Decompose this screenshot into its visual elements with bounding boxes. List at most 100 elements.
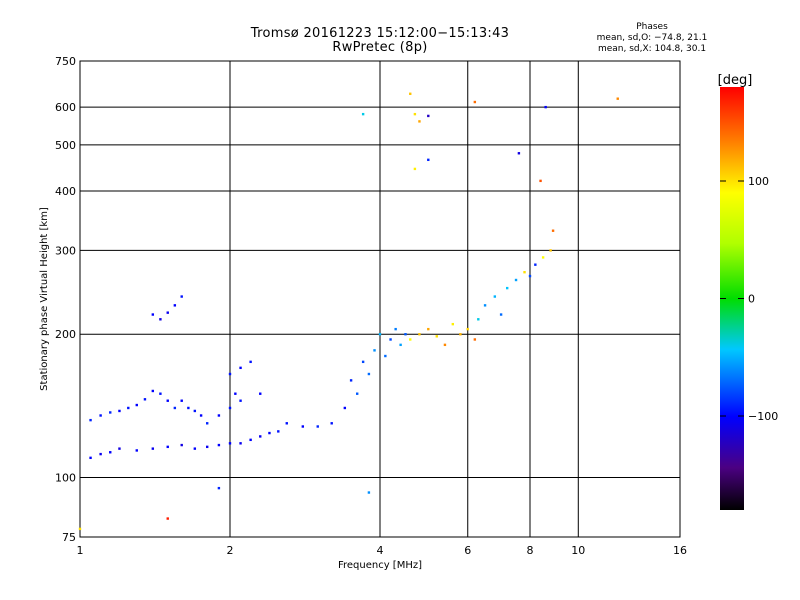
data-point [367,372,371,376]
x-tick-label: 8 [527,544,534,557]
data-point [180,443,183,447]
data-point [409,92,412,95]
phases-heading: Phases [636,22,668,32]
x-tick-label: 10 [571,544,585,557]
data-point [135,403,138,407]
data-point [349,379,353,382]
data-point [180,399,183,402]
data-point [239,442,242,445]
data-point [404,333,407,336]
data-point [180,295,183,298]
data-point [541,256,545,259]
data-point [523,271,526,274]
data-point [473,338,477,341]
chart-subtitle: RwPretec (8p) [332,40,428,55]
data-point [228,442,232,445]
data-point [159,392,162,395]
x-axis-label: Frequency [MHz] [338,560,422,571]
data-point [493,295,497,298]
data-point [301,425,305,428]
data-point [435,335,438,338]
data-point [459,333,462,336]
data-point [127,406,130,410]
data-point [544,105,547,109]
data-point [427,114,430,118]
data-point [473,100,477,104]
data-point [499,313,503,316]
data-point [159,318,162,321]
data-point [418,120,421,123]
phase-colorbar: [deg] 100 0 −100 [718,73,778,510]
data-point [249,360,252,364]
chart-title: Tromsø 20161223 15:12:00−15:13:43 [250,26,510,41]
data-point [384,354,387,358]
data-point [466,327,469,331]
data-point [228,406,232,410]
data-point [427,158,430,162]
data-point [373,349,376,352]
data-point [427,327,430,331]
data-point [539,179,542,183]
data-point [483,304,487,307]
data-point [151,313,155,316]
data-point [343,406,347,410]
data-point [217,414,221,417]
data-point [89,418,92,422]
data-point [187,406,190,410]
data-point [166,445,169,449]
data-point [249,438,252,442]
data-point [330,422,333,425]
data-point [361,360,365,364]
data-point [173,406,177,410]
colorbar-tick-label: 0 [748,293,755,306]
data-point [166,399,169,402]
data-point [239,366,242,370]
data-point [413,112,417,116]
y-tick-label: 300 [55,244,76,257]
data-point [355,392,359,395]
y-ticks: 75 100 200 300 400 500 600 750 [55,55,76,544]
data-point [199,414,203,417]
data-point [151,389,155,393]
x-tick-label: 4 [377,544,384,557]
colorbar-tick-label: 100 [748,175,769,188]
colorbar-tick-label: −100 [748,410,778,423]
data-point [234,392,237,395]
data-point [316,425,319,428]
data-point [367,491,371,494]
data-point [166,517,169,520]
data-point [616,97,619,100]
x-mode-stats: mean, sd,X: 104.8, 30.1 [597,44,707,54]
data-point [505,286,509,290]
colorbar-label: [deg] [718,73,753,88]
data-point [517,152,521,155]
data-point [173,304,177,307]
y-tick-label: 100 [55,472,76,485]
data-point [109,451,112,454]
data-point [268,431,271,435]
data-point [451,322,455,326]
data-point [409,338,412,341]
data-point [534,263,537,266]
y-tick-label: 750 [55,55,76,68]
data-point [99,414,102,417]
data-point [551,229,555,232]
data-point [151,447,155,450]
data-point [99,452,102,456]
data-point [118,409,121,413]
data-point [394,327,397,331]
y-tick-label: 75 [62,531,76,544]
plot-area: 1 2 4 6 8 10 16 75 100 200 300 400 500 600 750 Freque… [39,55,687,571]
colorbar-ticks: 100 0 −100 [720,175,778,423]
x-tick-label: 16 [673,544,687,557]
x-tick-label: 1 [77,544,84,557]
data-point [89,456,92,460]
data-point [285,422,288,425]
data-point [239,399,242,402]
data-point [418,333,421,336]
y-tick-label: 200 [55,328,76,341]
data-point [514,278,518,282]
data-point [259,392,262,395]
data-point [259,435,262,438]
